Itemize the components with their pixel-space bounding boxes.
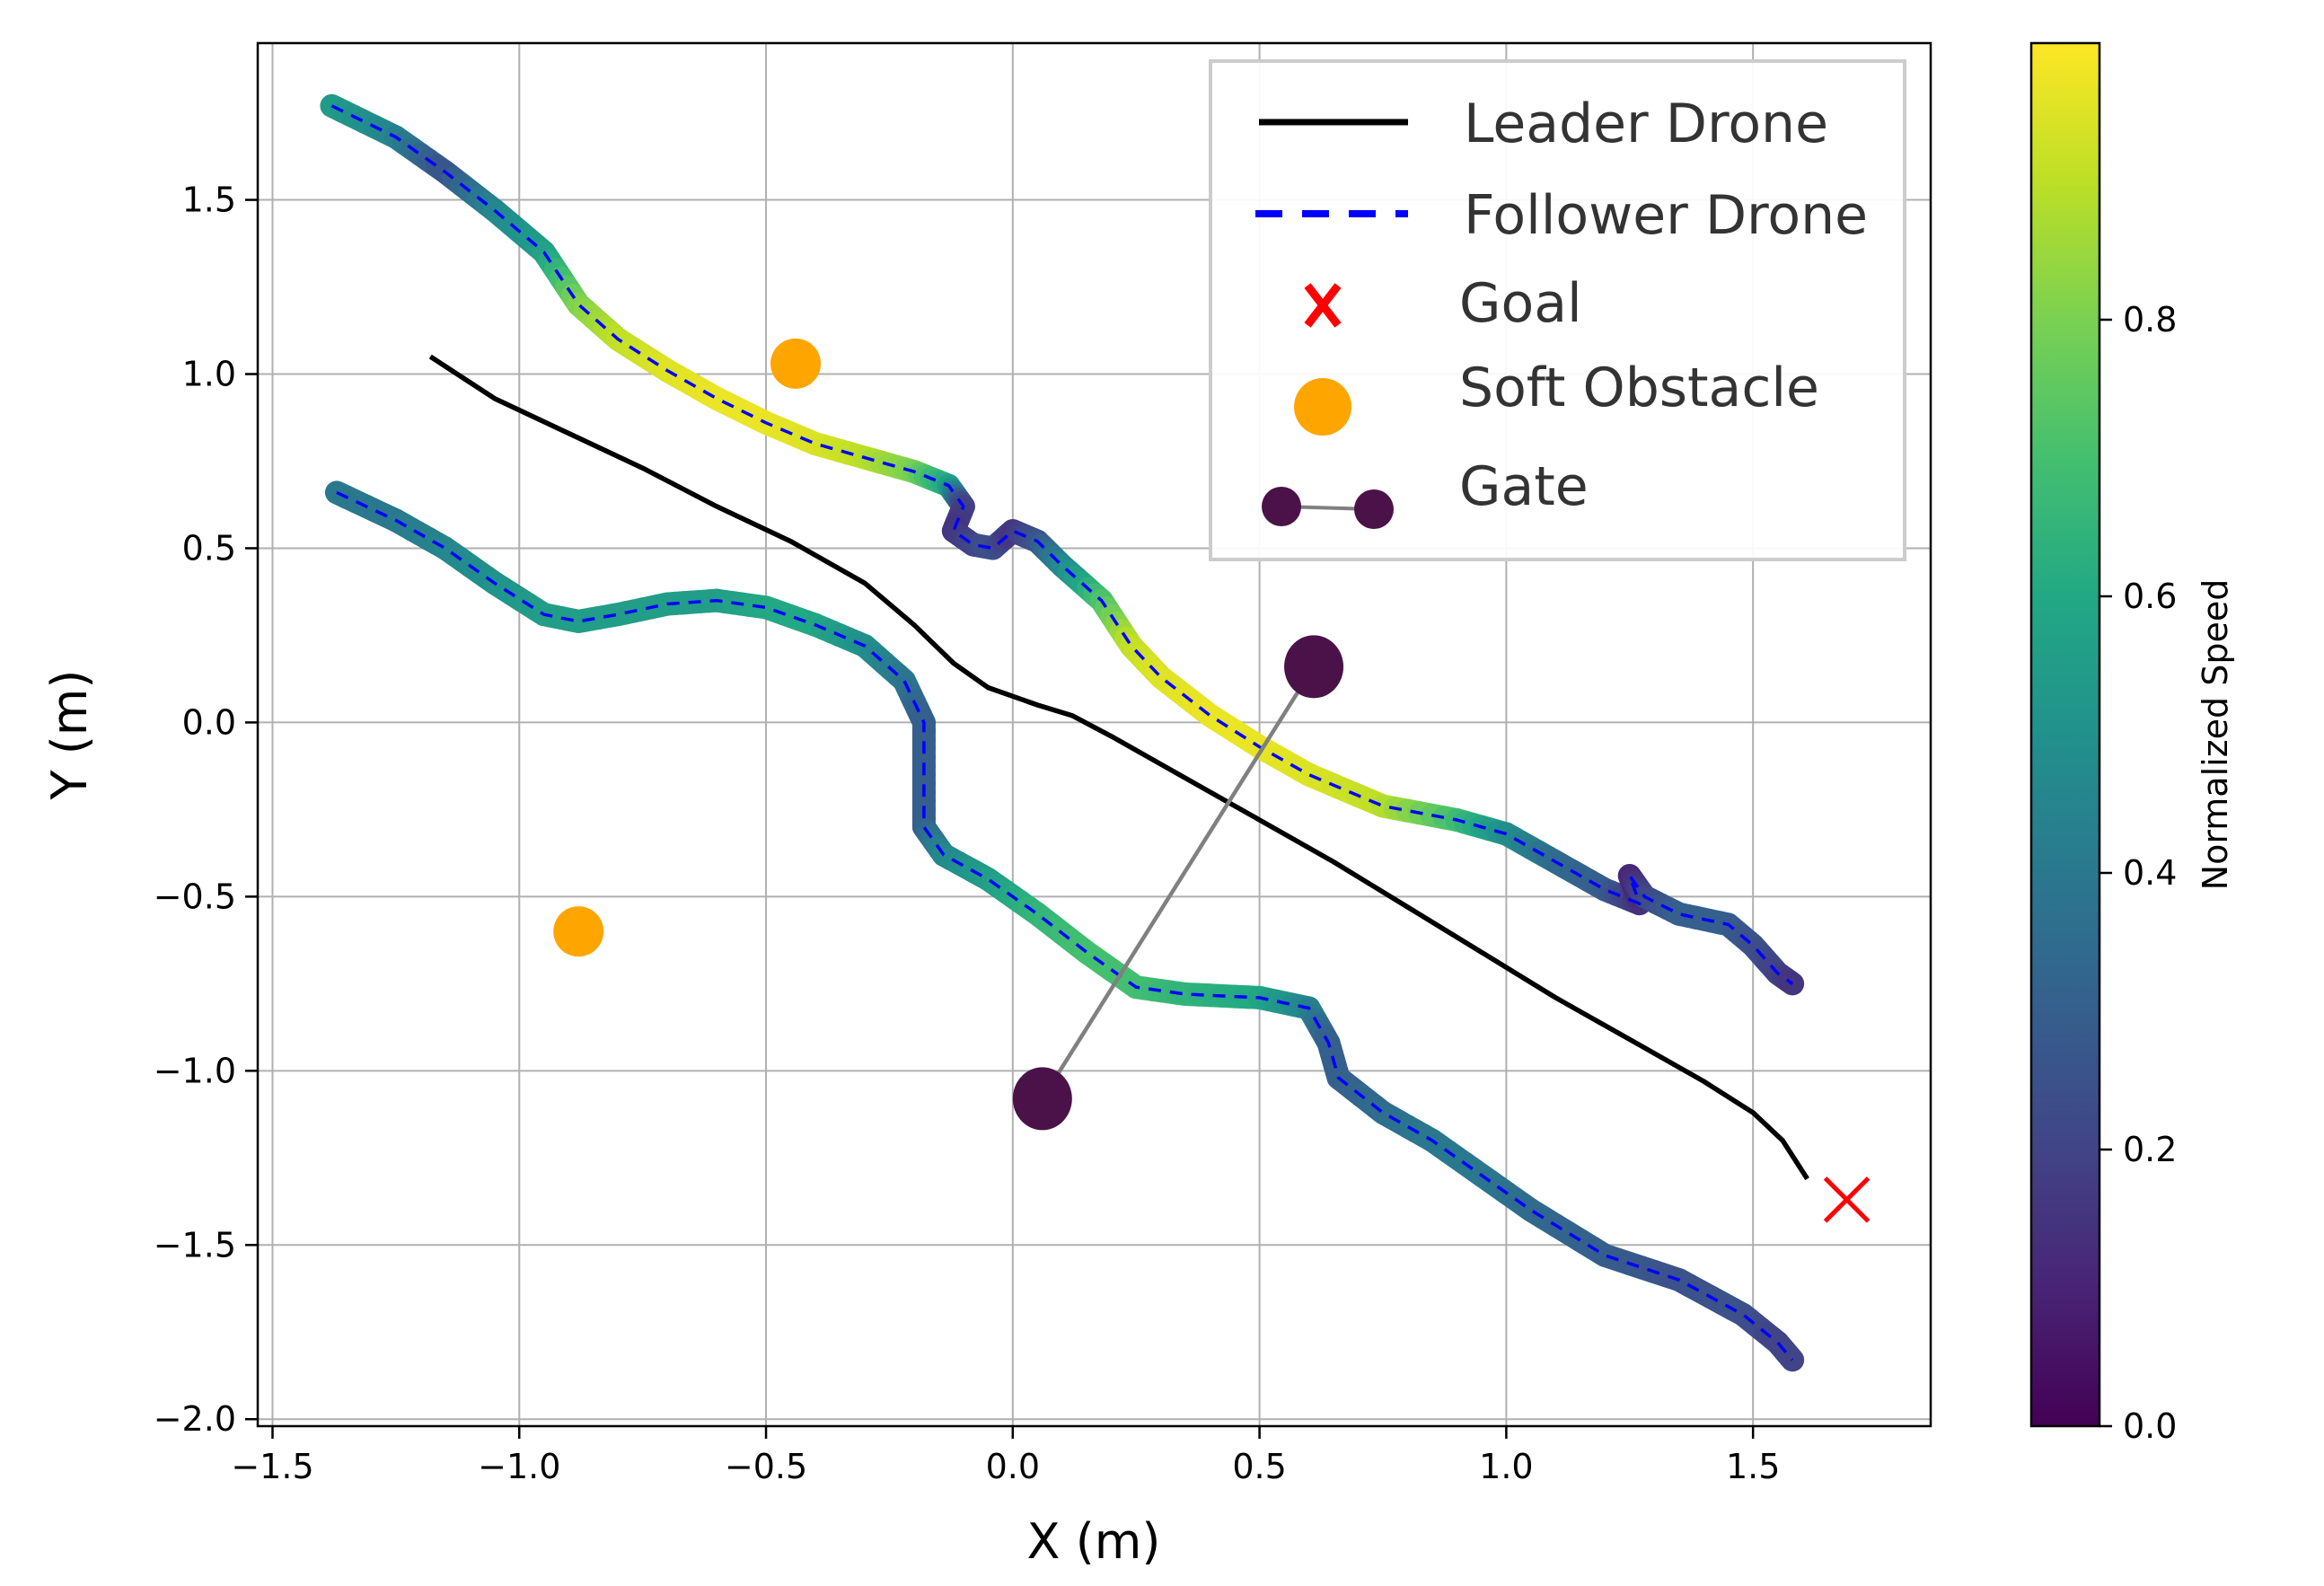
x-tick-label: −0.5 [725, 1447, 807, 1486]
colorbar: 0.0 0.2 0.4 0.6 0.8 Normalized Speed [2031, 43, 2235, 1446]
legend-goal-label: Goal [1459, 272, 1582, 335]
colorbar-tick-label: 0.4 [2123, 853, 2177, 893]
y-axis-label: Y (m) [41, 670, 98, 801]
x-tick-label: 0.5 [1232, 1447, 1286, 1486]
legend-soft-obstacle-icon [1294, 378, 1351, 436]
colorbar-tick-label: 0.2 [2123, 1130, 2177, 1169]
x-tick-label: 1.5 [1726, 1447, 1780, 1486]
gate-bar [1043, 666, 1314, 1098]
soft-obstacle [770, 339, 821, 389]
x-tick-label: 0.0 [986, 1447, 1040, 1486]
gate-post [1013, 1067, 1072, 1130]
gate-post [1284, 635, 1343, 698]
y-tick-label: 1.5 [182, 181, 236, 220]
y-tick-label: 0.0 [182, 702, 236, 742]
x-tick-label: −1.5 [231, 1447, 313, 1486]
legend-follower-label: Follower Drone [1464, 184, 1868, 247]
soft-obstacle [553, 906, 603, 956]
y-axis-ticks: 1.5 1.0 0.5 0.0 −0.5 −1.0 −1.5 −2.0 [154, 181, 258, 1440]
legend-gate-label: Gate [1459, 455, 1589, 518]
x-axis-ticks: −1.5 −1.0 −0.5 0.0 0.5 1.0 1.5 [231, 1426, 1780, 1486]
colorbar-tick-label: 0.6 [2123, 577, 2177, 616]
colorbar-label: Normalized Speed [2196, 579, 2235, 891]
colorbar-tick-label: 0.8 [2123, 300, 2177, 339]
x-tick-label: −1.0 [478, 1447, 560, 1486]
x-tick-label: 1.0 [1479, 1447, 1533, 1486]
legend-leader-label: Leader Drone [1464, 93, 1828, 155]
colorbar-gradient [2031, 43, 2100, 1426]
legend-soft-obstacle-label: Soft Obstacle [1459, 357, 1819, 419]
y-tick-label: −0.5 [154, 877, 236, 916]
y-tick-label: 0.5 [182, 528, 236, 568]
goal-marker [1826, 1178, 1869, 1221]
y-tick-label: −1.5 [154, 1225, 236, 1264]
x-axis-label: X (m) [1027, 1513, 1161, 1570]
colorbar-ticks: 0.0 0.2 0.4 0.6 0.8 [2100, 300, 2177, 1446]
y-tick-label: −1.0 [154, 1051, 236, 1090]
colorbar-tick-label: 0.0 [2123, 1406, 2177, 1446]
y-tick-label: 1.0 [182, 355, 236, 394]
y-tick-label: −2.0 [154, 1399, 236, 1439]
legend: Leader Drone Follower Drone Goal Soft Ob… [1210, 61, 1905, 560]
